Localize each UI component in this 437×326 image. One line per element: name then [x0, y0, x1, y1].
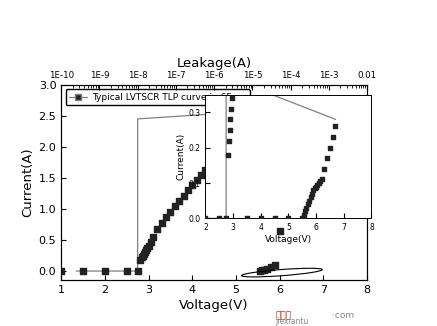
Point [300, 212, 307, 217]
Point [310, 187, 317, 193]
Point [307, 125, 314, 130]
Text: ·com: ·com [332, 311, 354, 320]
Point [136, 257, 143, 262]
Point [142, 249, 149, 254]
Point [318, 177, 325, 182]
Point [267, 264, 274, 269]
Point [321, 166, 328, 171]
Point [309, 191, 316, 196]
Legend: Typical LVTSCR TLP curve in 65nm: Typical LVTSCR TLP curve in 65nm [66, 89, 250, 106]
Point [202, 168, 209, 173]
Point [320, 115, 327, 120]
Point [311, 121, 318, 126]
Point [219, 154, 226, 159]
Point [263, 266, 270, 271]
Point [206, 164, 213, 169]
X-axis label: Leakage(A): Leakage(A) [177, 57, 252, 70]
Point [314, 182, 321, 187]
Point [332, 124, 339, 129]
Point [257, 268, 264, 274]
Point [193, 178, 200, 183]
Point [149, 234, 156, 240]
Point [228, 96, 235, 101]
Point [224, 152, 231, 157]
Point [163, 215, 170, 220]
Point [222, 216, 230, 221]
Point [215, 157, 222, 162]
Point [184, 188, 191, 193]
Point [294, 138, 301, 143]
Point [259, 268, 266, 273]
Point [329, 134, 336, 140]
Point [257, 216, 264, 221]
Point [312, 184, 319, 189]
Point [144, 245, 151, 251]
Point [304, 202, 311, 207]
Point [299, 216, 306, 221]
Point [302, 209, 309, 214]
Point [317, 179, 324, 184]
Point [226, 127, 233, 133]
Point [237, 145, 244, 151]
Point [316, 180, 323, 185]
Point [134, 268, 141, 274]
Point [123, 268, 130, 274]
Point [228, 149, 235, 155]
Text: 接线图: 接线图 [275, 311, 291, 320]
Point [229, 74, 236, 80]
Text: jiexiantu: jiexiantu [275, 318, 309, 326]
Point [306, 198, 313, 203]
Point [243, 216, 250, 221]
Point [141, 251, 148, 256]
Point [211, 160, 218, 166]
Point [324, 156, 331, 161]
Point [158, 221, 165, 226]
Point [276, 228, 283, 233]
Point [224, 152, 231, 157]
Point [80, 268, 87, 274]
Point [285, 157, 292, 162]
Point [316, 118, 323, 123]
Point [189, 183, 196, 188]
Point [303, 205, 310, 210]
Point [300, 131, 307, 136]
X-axis label: Voltage(V): Voltage(V) [265, 235, 312, 244]
Point [198, 173, 205, 178]
Point [154, 227, 161, 232]
Point [143, 247, 150, 253]
Point [311, 186, 318, 191]
Point [225, 138, 232, 143]
Point [271, 216, 278, 221]
Point [58, 268, 65, 274]
Point [216, 216, 223, 221]
Y-axis label: Current(A): Current(A) [177, 133, 186, 180]
Point [140, 253, 147, 258]
Point [147, 239, 154, 244]
Point [227, 117, 234, 122]
Point [232, 147, 239, 153]
Point [145, 244, 152, 249]
Point [285, 216, 292, 221]
Point [171, 204, 178, 209]
Point [167, 209, 174, 215]
Point [202, 216, 209, 221]
Point [307, 195, 314, 200]
Point [180, 193, 187, 199]
Point [139, 255, 146, 260]
Point [176, 199, 183, 204]
Point [261, 267, 268, 273]
X-axis label: Voltage(V): Voltage(V) [179, 299, 249, 312]
Point [227, 106, 234, 111]
Point [101, 268, 108, 274]
Point [229, 85, 236, 90]
Y-axis label: Current(A): Current(A) [21, 148, 35, 217]
Point [272, 262, 279, 267]
Point [326, 145, 333, 150]
